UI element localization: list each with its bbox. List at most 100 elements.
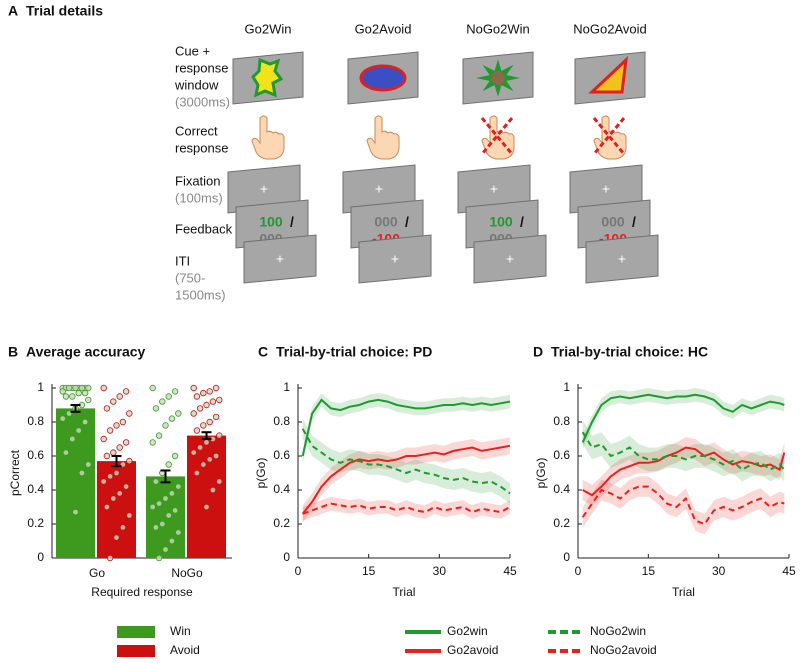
subject-point — [110, 398, 117, 405]
subject-point — [122, 439, 130, 446]
subject-point — [193, 393, 201, 400]
subject-point — [196, 405, 204, 412]
series-line — [581, 431, 786, 471]
panel-label: B — [8, 344, 18, 360]
subject-point — [175, 410, 182, 417]
iti-card — [585, 234, 659, 284]
y-axis-label: p(Go) — [534, 458, 548, 489]
subject-point — [165, 512, 172, 519]
iti-card — [358, 234, 432, 284]
subject-point — [159, 398, 166, 405]
feedback-top: 000 — [374, 214, 398, 230]
feedback-separator: / — [290, 214, 294, 230]
fixation-cross: + — [602, 181, 610, 197]
row-label: Fixation — [175, 173, 221, 188]
row-label: response — [175, 140, 228, 155]
x-tick-label: NoGo — [171, 566, 203, 580]
iti-cross: + — [618, 251, 626, 267]
x-axis-label: Required response — [91, 585, 193, 599]
cue-shape — [588, 56, 629, 94]
subject-point — [65, 410, 73, 417]
subject-point — [69, 393, 76, 400]
legend-swatch — [117, 626, 155, 638]
subject-point — [212, 452, 220, 460]
y-tick-label: 0.4 — [27, 482, 44, 496]
error-band — [302, 437, 510, 523]
subject-point — [206, 456, 213, 463]
y-tick-label: 0.8 — [27, 414, 44, 428]
subject-point — [126, 512, 133, 519]
y-tick-label: 0.4 — [553, 482, 570, 496]
subject-point — [209, 486, 217, 494]
panel-title: Trial details — [26, 3, 103, 19]
x-axis-label: Trial — [393, 585, 416, 599]
subject-point — [206, 418, 213, 426]
error-band — [582, 476, 785, 535]
legend-label: Go2avoid — [447, 643, 498, 657]
subject-point — [203, 503, 210, 511]
bar — [187, 435, 226, 558]
subject-point — [149, 503, 156, 511]
subject-point — [190, 410, 197, 417]
subject-point — [72, 508, 79, 516]
row-label: ITI — [175, 253, 190, 268]
series-line — [581, 393, 785, 443]
subject-point — [110, 449, 117, 456]
row-label: Correct — [175, 123, 218, 138]
subject-point — [149, 384, 156, 392]
iti-cross: + — [391, 251, 399, 267]
subject-point — [152, 524, 160, 531]
legend-swatch — [117, 645, 155, 657]
x-tick-label: 30 — [433, 564, 447, 578]
subject-point — [62, 393, 70, 400]
subject-point — [209, 398, 217, 405]
subject-point — [212, 384, 220, 392]
hand — [251, 115, 285, 160]
subject-point — [85, 461, 92, 468]
subject-point — [75, 427, 82, 434]
subject-point — [116, 490, 123, 497]
subject-point — [216, 478, 223, 485]
subject-point — [103, 452, 111, 460]
y-tick-label: 0.6 — [273, 448, 290, 462]
y-axis-label: p(Go) — [254, 458, 268, 489]
subject-point — [203, 401, 210, 409]
panel-title: Trial-by-trial choice: HC — [551, 344, 708, 360]
subject-point — [85, 384, 92, 392]
y-tick-label: 0 — [37, 550, 44, 564]
subject-point — [193, 427, 201, 434]
cue-shape — [491, 71, 505, 85]
subject-point — [206, 388, 213, 395]
y-tick-label: 0.2 — [553, 516, 570, 530]
y-tick-label: 1 — [283, 380, 290, 394]
subject-point — [116, 393, 123, 400]
iti-cross: + — [276, 251, 284, 267]
error-band — [302, 393, 510, 463]
subject-point — [165, 461, 172, 468]
panel-label: A — [8, 3, 18, 19]
hand — [366, 115, 400, 160]
series-line — [301, 398, 511, 457]
subject-point — [168, 415, 176, 422]
subject-point — [119, 524, 127, 531]
bar — [97, 461, 136, 558]
hand-icon — [366, 115, 400, 160]
y-tick-label: 0.8 — [273, 414, 290, 428]
subject-point — [171, 452, 179, 460]
legend-label: NoGo2win — [590, 624, 646, 638]
subject-point — [110, 495, 117, 502]
subject-point — [59, 415, 66, 422]
subject-point — [81, 389, 89, 397]
row-duration: (100ms) — [175, 190, 223, 205]
bar — [56, 408, 95, 558]
subject-point — [126, 457, 133, 465]
feedback-separator: / — [405, 214, 409, 230]
y-tick-label: 0.6 — [553, 448, 570, 462]
fixation-cross: + — [260, 181, 268, 197]
y-tick-label: 0.6 — [27, 448, 44, 462]
panel-title: Trial-by-trial choice: PD — [276, 344, 432, 360]
subject-point — [171, 388, 179, 395]
x-tick-label: 0 — [575, 564, 582, 578]
subject-point — [85, 396, 92, 404]
